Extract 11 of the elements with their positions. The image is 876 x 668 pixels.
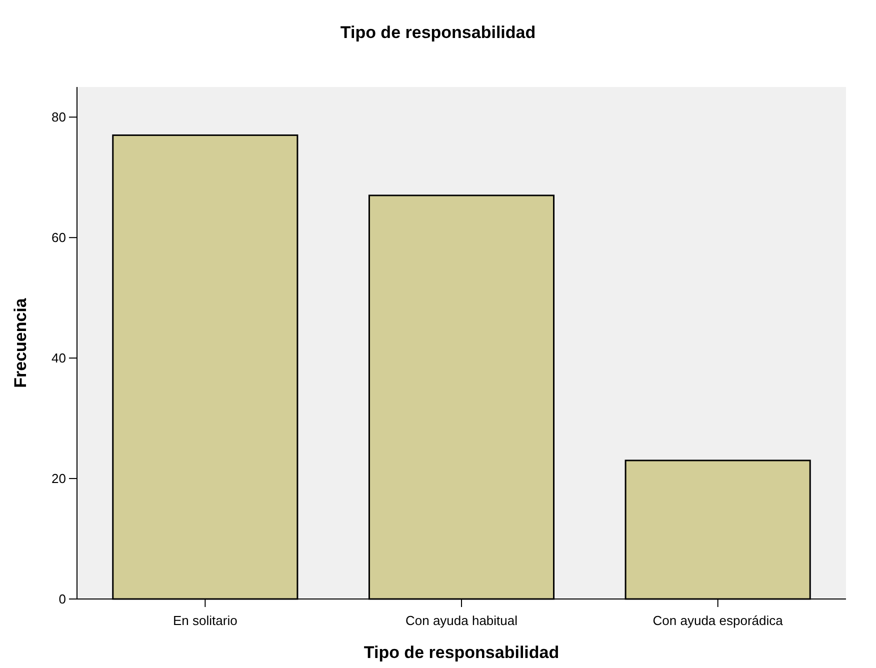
x-tick-label: Con ayuda esporádica bbox=[652, 613, 784, 628]
chart-title: Tipo de responsabilidad bbox=[340, 23, 536, 42]
y-tick-label: 0 bbox=[58, 592, 66, 607]
y-tick-label: 20 bbox=[52, 471, 66, 486]
y-tick-label: 80 bbox=[52, 110, 66, 125]
y-tick-label: 60 bbox=[52, 230, 66, 246]
y-axis-title: Frecuencia bbox=[11, 298, 30, 388]
x-tick-label: Con ayuda habitual bbox=[405, 613, 518, 628]
x-axis-title: Tipo de responsabilidad bbox=[364, 643, 560, 662]
y-tick-label: 40 bbox=[52, 350, 66, 366]
x-tick-label: En solitario bbox=[173, 613, 238, 628]
